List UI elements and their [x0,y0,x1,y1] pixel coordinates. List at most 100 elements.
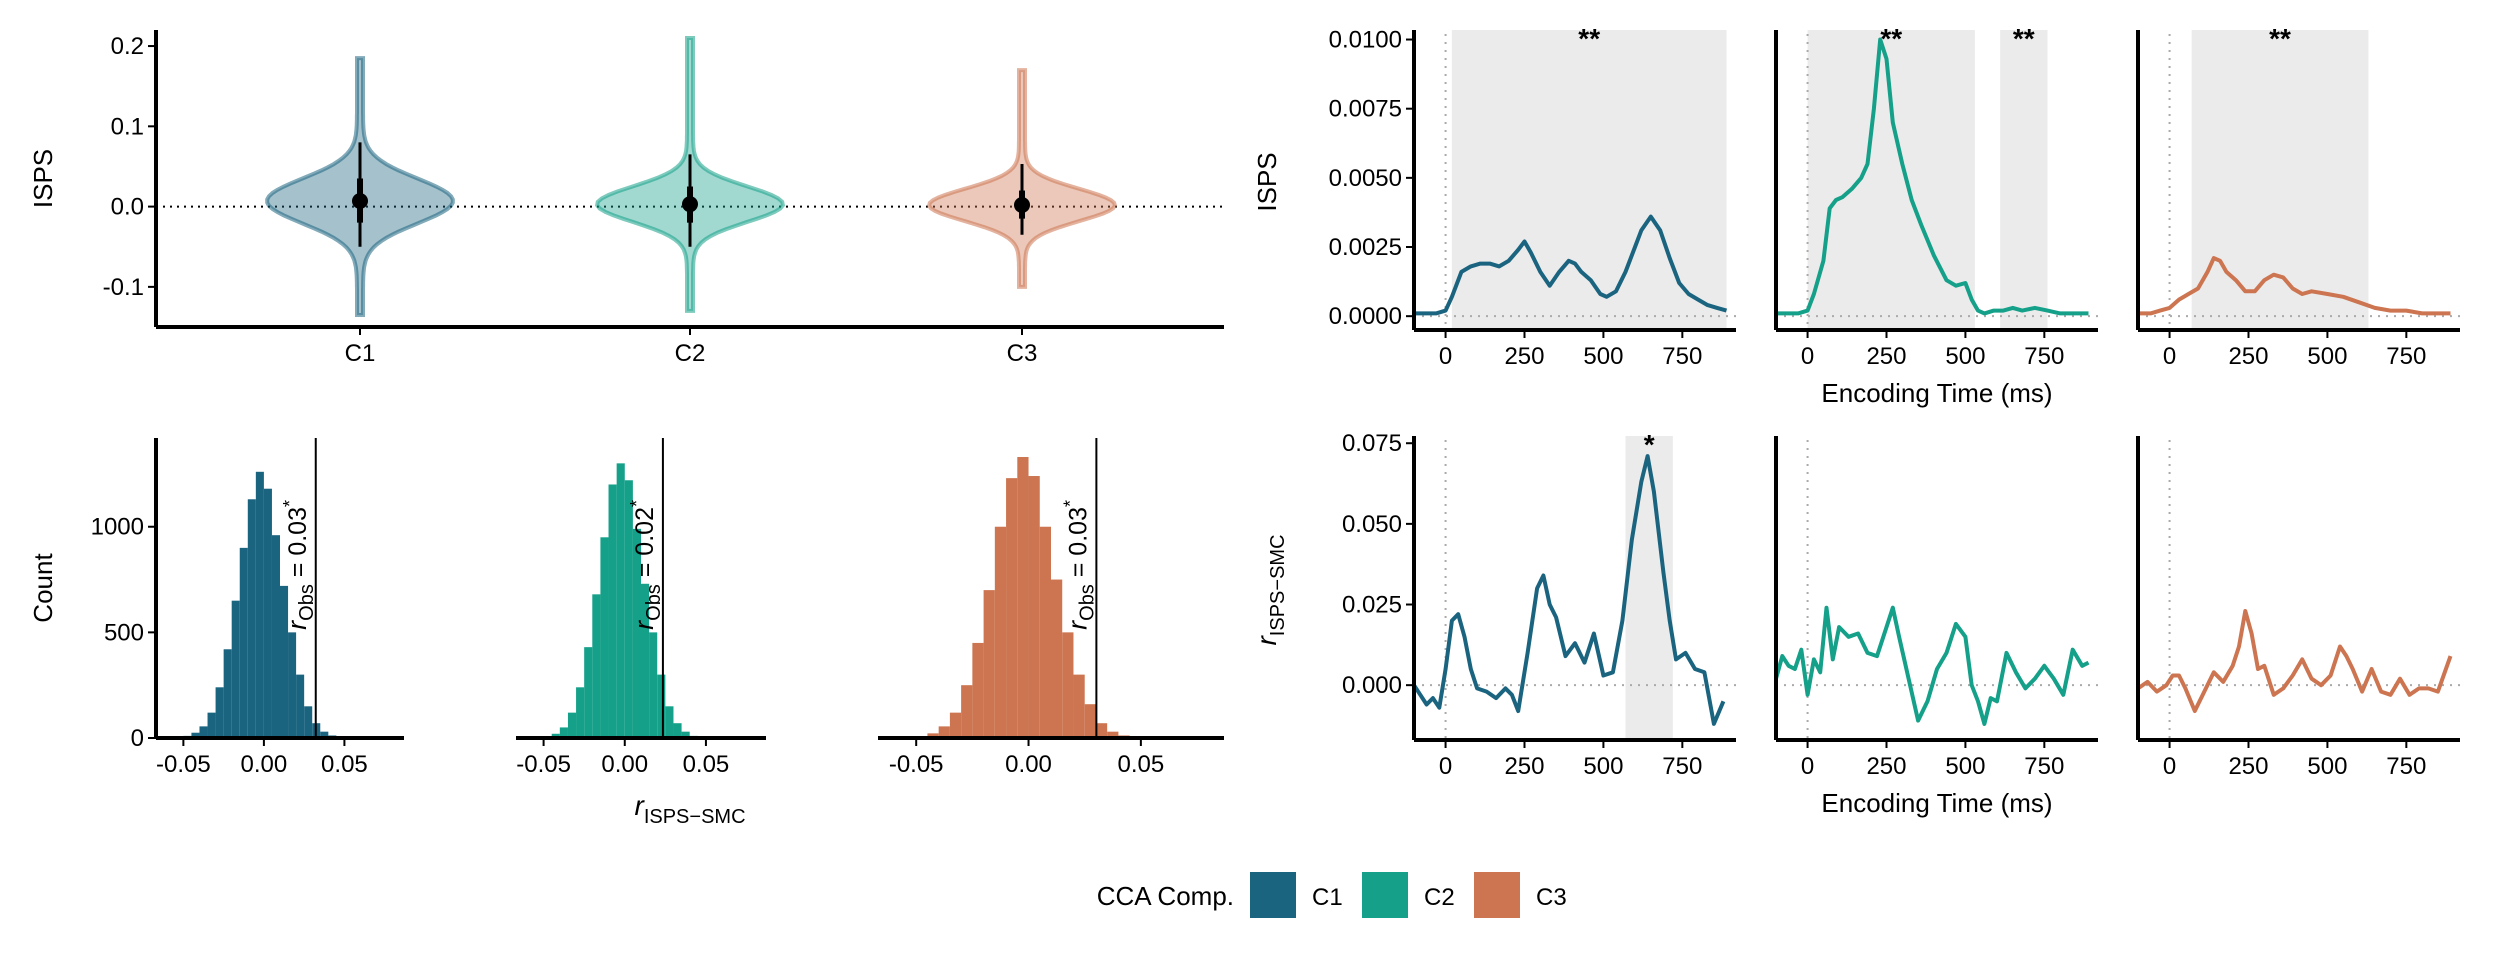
y-tick-label: 0.0000 [1329,303,1402,330]
legend-label-C2: C2 [1424,884,1455,911]
histogram-bar [296,674,305,738]
y-tick-label: 500 [104,619,144,646]
histogram-bar [608,484,617,738]
x-tick-label: 250 [1504,343,1544,370]
x-tick-label: 0 [2163,343,2176,370]
histogram-bar [263,488,272,738]
significance-marker: ** [1880,23,1902,54]
histogram-bar [972,642,984,738]
histogram-bar [624,480,633,738]
y-tick-label: 0.0100 [1329,27,1402,54]
timecourse-panel-C2: 0 250 500 750 [1774,436,2098,780]
x-tick-label: 500 [2307,343,2347,370]
legend-swatch-C1 [1250,872,1296,918]
histogram-bar [288,632,297,738]
y-tick-label: 0 [131,725,144,752]
histogram-bar [1084,704,1096,738]
violin-mean-C1 [352,192,368,209]
significance-window [2000,30,2048,330]
histogram-bar [280,585,289,738]
series-line-C3 [2138,256,2451,316]
significance-window [1451,30,1727,330]
histogram-bar [231,600,240,738]
x-tick-label: 0.00 [601,751,648,778]
histogram-bar [927,733,939,738]
histogram-bar [199,726,208,738]
x-tick-label: 750 [2386,343,2426,370]
histogram-bar [665,706,674,738]
y-tick-label: 0.0050 [1329,165,1402,192]
histogram-bar [1039,526,1051,738]
x-tick-label: -0.05 [889,751,944,778]
x-axis-title: Encoding Time (ms) [1821,378,2052,408]
histogram-bar [632,528,641,738]
timecourse-panel-C1: ** 0 250 500 750 0.0000 0.0025 0.0050 0.0075 0.01… [1329,23,1736,370]
x-tick-label: 750 [2386,753,2426,780]
histogram-bar [304,706,313,738]
histogram-bar [983,590,995,738]
histogram-bar [949,712,962,738]
violin-mean-C3 [1014,196,1030,213]
series-line-C2 [1774,605,2090,726]
y-tick-label: -0.1 [103,274,144,301]
y-tick-label: 0.025 [1342,592,1402,619]
x-tick-label: 500 [1583,343,1623,370]
x-tick-label: 0.05 [321,751,368,778]
y-tick-label: 0.0075 [1329,96,1402,123]
legend-label-C3: C3 [1536,884,1567,911]
histogram-bar [247,499,256,738]
x-tick-label: 750 [2024,343,2064,370]
x-tick-label: 500 [1945,343,1985,370]
x-tick-label: 0 [1801,343,1814,370]
histogram-bar [1028,476,1040,738]
significance-marker: * [1644,429,1655,460]
x-tick-label: 0.00 [1005,751,1052,778]
significance-window [2191,30,2369,330]
legend-swatch-C2 [1362,872,1408,918]
histogram-bar [657,674,666,738]
observed-r-label: rObs = 0.03* [280,500,318,630]
x-tick-label: 250 [2228,753,2268,780]
x-tick-label: 0 [1801,753,1814,780]
observed-r-label: rObs = 0.02* [627,500,665,630]
x-tick-label: 250 [1504,753,1544,780]
y-tick-label: 0.050 [1342,511,1402,538]
histogram-bar [576,687,585,738]
histogram-bar [681,731,690,738]
histogram-bar [207,712,216,738]
histogram-bar [961,685,973,738]
histogram-bar [994,526,1007,738]
y-tick-label: 0.2 [111,33,144,60]
significance-marker: ** [2269,23,2291,54]
histogram-bar [191,732,200,738]
series-line-C1 [1414,214,1728,316]
y-tick-label: 0.1 [111,113,144,140]
x-axis-title: rISPS−SMC [634,790,745,828]
x-tick-label: C3 [1007,340,1038,367]
x-tick-label: 750 [1662,343,1702,370]
histogram-bar [239,547,248,738]
violin-mean-C2 [682,196,698,213]
observed-r-label: rObs = 0.03* [1060,500,1098,630]
histogram-bar [1051,579,1063,738]
histogram-bar [641,583,650,738]
x-tick-label: 500 [1583,753,1623,780]
x-axis-title: Encoding Time (ms) [1821,788,2052,818]
x-tick-label: 750 [2024,753,2064,780]
histogram-bar [223,649,232,738]
x-tick-label: 250 [1866,753,1906,780]
histogram-panel-C1: rObs = 0.03* -0.05 0.00 0.05 0 500 1000 [91,438,404,778]
x-tick-label: 0 [1439,343,1452,370]
legend-swatch-C3 [1474,872,1520,918]
histogram-bar [1062,632,1074,738]
x-tick-label: 250 [1866,343,1906,370]
x-tick-label: C2 [675,340,706,367]
x-tick-label: C1 [345,340,376,367]
timecourse-panel-C3: 0 250 500 750 [2136,436,2460,780]
histogram-bar [592,594,601,738]
histogram-panel-C3: rObs = 0.03* -0.05 0.00 0.05 [878,438,1224,778]
significance-window [1807,30,1975,330]
y-tick-label: 0.000 [1342,672,1402,699]
